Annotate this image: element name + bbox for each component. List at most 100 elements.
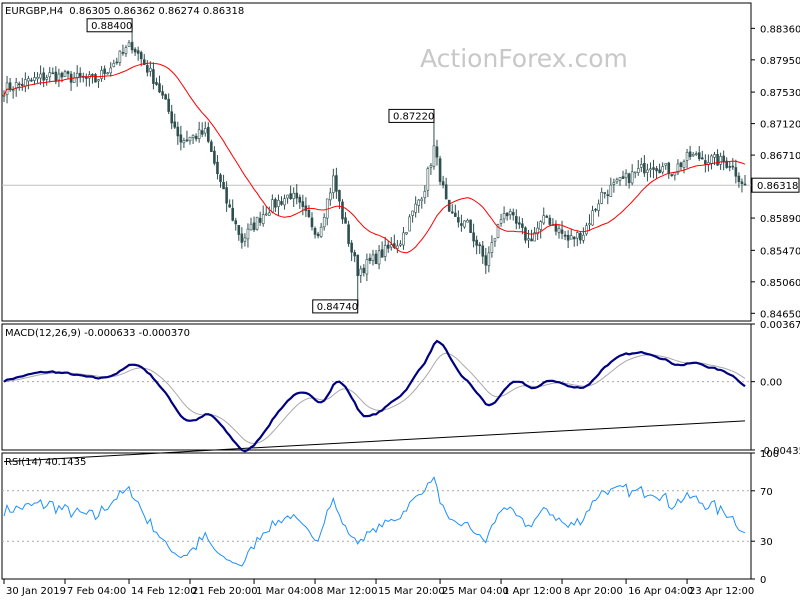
candle bbox=[109, 62, 113, 77]
candle bbox=[78, 67, 82, 83]
candle bbox=[670, 173, 674, 177]
candle-body bbox=[36, 76, 39, 80]
candle-body bbox=[283, 198, 286, 206]
candle-body bbox=[338, 190, 341, 202]
candle-body bbox=[307, 209, 311, 217]
candle-body bbox=[740, 181, 744, 184]
candle bbox=[213, 146, 216, 166]
candle bbox=[66, 70, 70, 79]
candle-body bbox=[579, 232, 582, 241]
candle bbox=[484, 247, 488, 274]
candle bbox=[676, 159, 680, 176]
candle bbox=[655, 165, 658, 179]
candle bbox=[249, 217, 253, 231]
candle-body bbox=[658, 169, 661, 174]
candle-body bbox=[8, 82, 12, 91]
candle bbox=[697, 146, 701, 161]
candle bbox=[548, 214, 552, 227]
candle-body bbox=[701, 157, 704, 160]
candle bbox=[514, 209, 518, 230]
candle-body bbox=[417, 199, 421, 206]
candle-body bbox=[216, 161, 219, 175]
candle-body bbox=[554, 223, 558, 232]
time-tick-label: 23 Apr 12:00 bbox=[689, 586, 754, 597]
candle bbox=[454, 204, 457, 217]
candle-body bbox=[109, 67, 113, 74]
rsi-tick-label: 0 bbox=[760, 575, 766, 586]
candle-body bbox=[585, 225, 588, 235]
candle-body bbox=[649, 168, 652, 171]
candle bbox=[582, 227, 585, 244]
candle-body bbox=[97, 79, 100, 82]
candle-body bbox=[518, 222, 521, 225]
candle-body bbox=[200, 130, 204, 135]
candle-body bbox=[106, 72, 109, 75]
candle-body bbox=[368, 257, 372, 261]
candle bbox=[740, 178, 744, 193]
candle bbox=[365, 253, 369, 282]
candle bbox=[499, 213, 503, 227]
candle-body bbox=[332, 175, 335, 193]
candle-body bbox=[54, 71, 58, 82]
candle-body bbox=[490, 242, 494, 253]
candle-body bbox=[350, 242, 353, 253]
candle bbox=[30, 77, 33, 82]
candle-body bbox=[704, 160, 707, 165]
candle-body bbox=[454, 212, 457, 217]
candle bbox=[231, 199, 235, 222]
candle bbox=[258, 211, 262, 226]
candle-body bbox=[246, 228, 250, 240]
symbol-title: EURGBP,H4 bbox=[5, 6, 63, 17]
candle-body bbox=[411, 210, 414, 216]
price-tick-label: 0.85060 bbox=[760, 278, 800, 289]
candle bbox=[188, 136, 192, 145]
candle bbox=[252, 216, 256, 233]
candle bbox=[359, 265, 363, 283]
candle bbox=[463, 220, 466, 229]
rsi-line bbox=[3, 476, 746, 567]
candle bbox=[682, 159, 686, 174]
candle-body bbox=[91, 74, 94, 76]
candle-body bbox=[30, 79, 33, 82]
candle-body bbox=[441, 181, 445, 186]
candle-body bbox=[484, 255, 488, 266]
candle bbox=[478, 242, 482, 255]
candle-body bbox=[359, 268, 363, 276]
candle bbox=[432, 115, 436, 170]
candle-body bbox=[167, 98, 170, 112]
candle-body bbox=[435, 146, 439, 158]
candle bbox=[283, 194, 286, 210]
candle-body bbox=[176, 126, 180, 137]
candle bbox=[94, 73, 97, 83]
candle bbox=[48, 67, 52, 83]
candle-body bbox=[478, 244, 482, 247]
candle-body bbox=[127, 42, 131, 47]
candle-body bbox=[267, 212, 271, 216]
candle-body bbox=[228, 204, 231, 208]
candle-body bbox=[521, 223, 524, 228]
candle bbox=[280, 196, 283, 206]
candle bbox=[618, 177, 622, 186]
candle-body bbox=[582, 234, 585, 241]
candle-body bbox=[335, 175, 338, 192]
candle bbox=[161, 85, 164, 99]
candle bbox=[588, 214, 591, 231]
candle-body bbox=[426, 168, 430, 191]
candle-body bbox=[694, 153, 698, 155]
candle bbox=[115, 57, 119, 65]
candle-body bbox=[615, 179, 619, 183]
candle bbox=[322, 213, 326, 231]
price-panel-title: EURGBP,H4 0.86305 0.86362 0.86274 0.86318 bbox=[5, 6, 244, 17]
candle bbox=[575, 231, 579, 247]
candle-body bbox=[643, 162, 646, 174]
candle-body bbox=[566, 234, 570, 241]
candle-body bbox=[450, 211, 454, 214]
candle bbox=[146, 60, 149, 77]
candle bbox=[423, 185, 427, 204]
candle-body bbox=[691, 153, 695, 157]
candle-body bbox=[667, 162, 671, 175]
candle bbox=[136, 46, 140, 61]
price-axis: 0.88360 0.87950 0.87530 0.87120 0.86710 0.858… bbox=[2, 24, 800, 320]
